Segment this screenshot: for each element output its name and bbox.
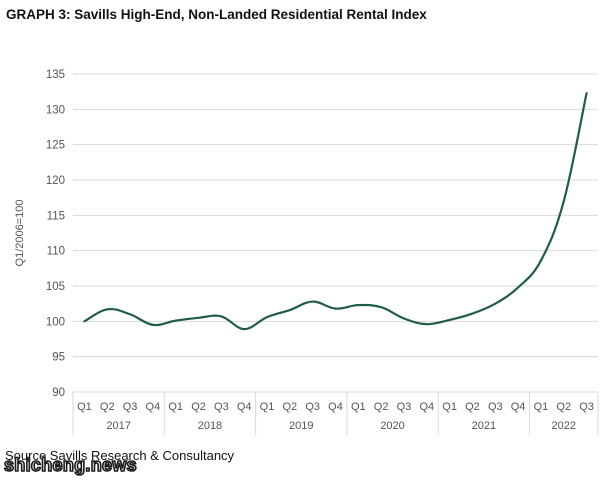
y-tick-label: 90 — [52, 387, 65, 399]
x-tick-label: Q4 — [237, 401, 252, 413]
x-tick-label: Q1 — [442, 401, 457, 413]
y-axis-label: Q1/2006=100 — [14, 200, 26, 267]
y-tick-label: 110 — [47, 246, 65, 258]
watermark: shicheng.news — [3, 454, 137, 476]
y-tick-label: 120 — [46, 175, 65, 187]
x-tick-label: Q3 — [579, 401, 594, 413]
x-tick-label: Q2 — [465, 401, 480, 413]
x-tick-label: Q2 — [556, 401, 571, 413]
year-label: 2018 — [198, 420, 222, 432]
x-tick-label: Q4 — [328, 401, 343, 413]
y-axis-ticks: 90 95 100 105 110 115 120 125 130 135 — [46, 69, 65, 399]
year-label: 2021 — [472, 420, 496, 432]
year-label: 2020 — [380, 420, 404, 432]
x-tick-label: Q4 — [511, 401, 526, 413]
x-tick-label: Q4 — [146, 401, 161, 413]
source-note: Source Savills Research & Consultancy — [5, 448, 235, 463]
series-layer — [83, 91, 588, 331]
x-axis: Q1 Q2 Q3 Q4 Q1 Q2 Q3 Q4 Q1 Q2 Q3 Q4 Q1 Q2 Q3 Q4 Q1 Q2 Q3 Q4… — [72, 392, 599, 435]
x-tick-label: Q1 — [260, 401, 275, 413]
x-tick-label: Q3 — [123, 401, 138, 413]
x-tick-label: Q4 — [419, 401, 434, 413]
x-tick-label: Q1 — [77, 401, 92, 413]
x-tick-label: Q1 — [534, 401, 549, 413]
x-tick-label: Q2 — [283, 401, 298, 413]
y-tick-label: 100 — [46, 316, 65, 328]
y-tick-label: 95 — [52, 352, 65, 364]
y-tick-label: 130 — [46, 104, 65, 116]
year-label: 2022 — [552, 420, 576, 432]
x-tick-label: Q3 — [214, 401, 229, 413]
x-tick-label: Q2 — [100, 401, 115, 413]
x-tick-label: Q1 — [168, 401, 183, 413]
x-tick-label: Q2 — [374, 401, 389, 413]
x-tick-label: Q2 — [191, 401, 206, 413]
x-tick-label: Q3 — [488, 401, 503, 413]
y-tick-label: 125 — [46, 140, 65, 152]
y-tick-label: 135 — [46, 69, 65, 81]
chart-title: GRAPH 3: Savills High-End, Non-Landed Re… — [6, 7, 427, 22]
y-tick-label: 115 — [47, 210, 65, 222]
x-tick-label: Q3 — [305, 401, 320, 413]
series-line — [83, 91, 588, 331]
x-tick-label: Q1 — [351, 401, 366, 413]
y-tick-label: 105 — [46, 281, 65, 293]
year-label: 2019 — [289, 420, 313, 432]
x-tick-label: Q3 — [397, 401, 412, 413]
year-label: 2017 — [106, 420, 130, 432]
gridlines — [73, 73, 598, 393]
